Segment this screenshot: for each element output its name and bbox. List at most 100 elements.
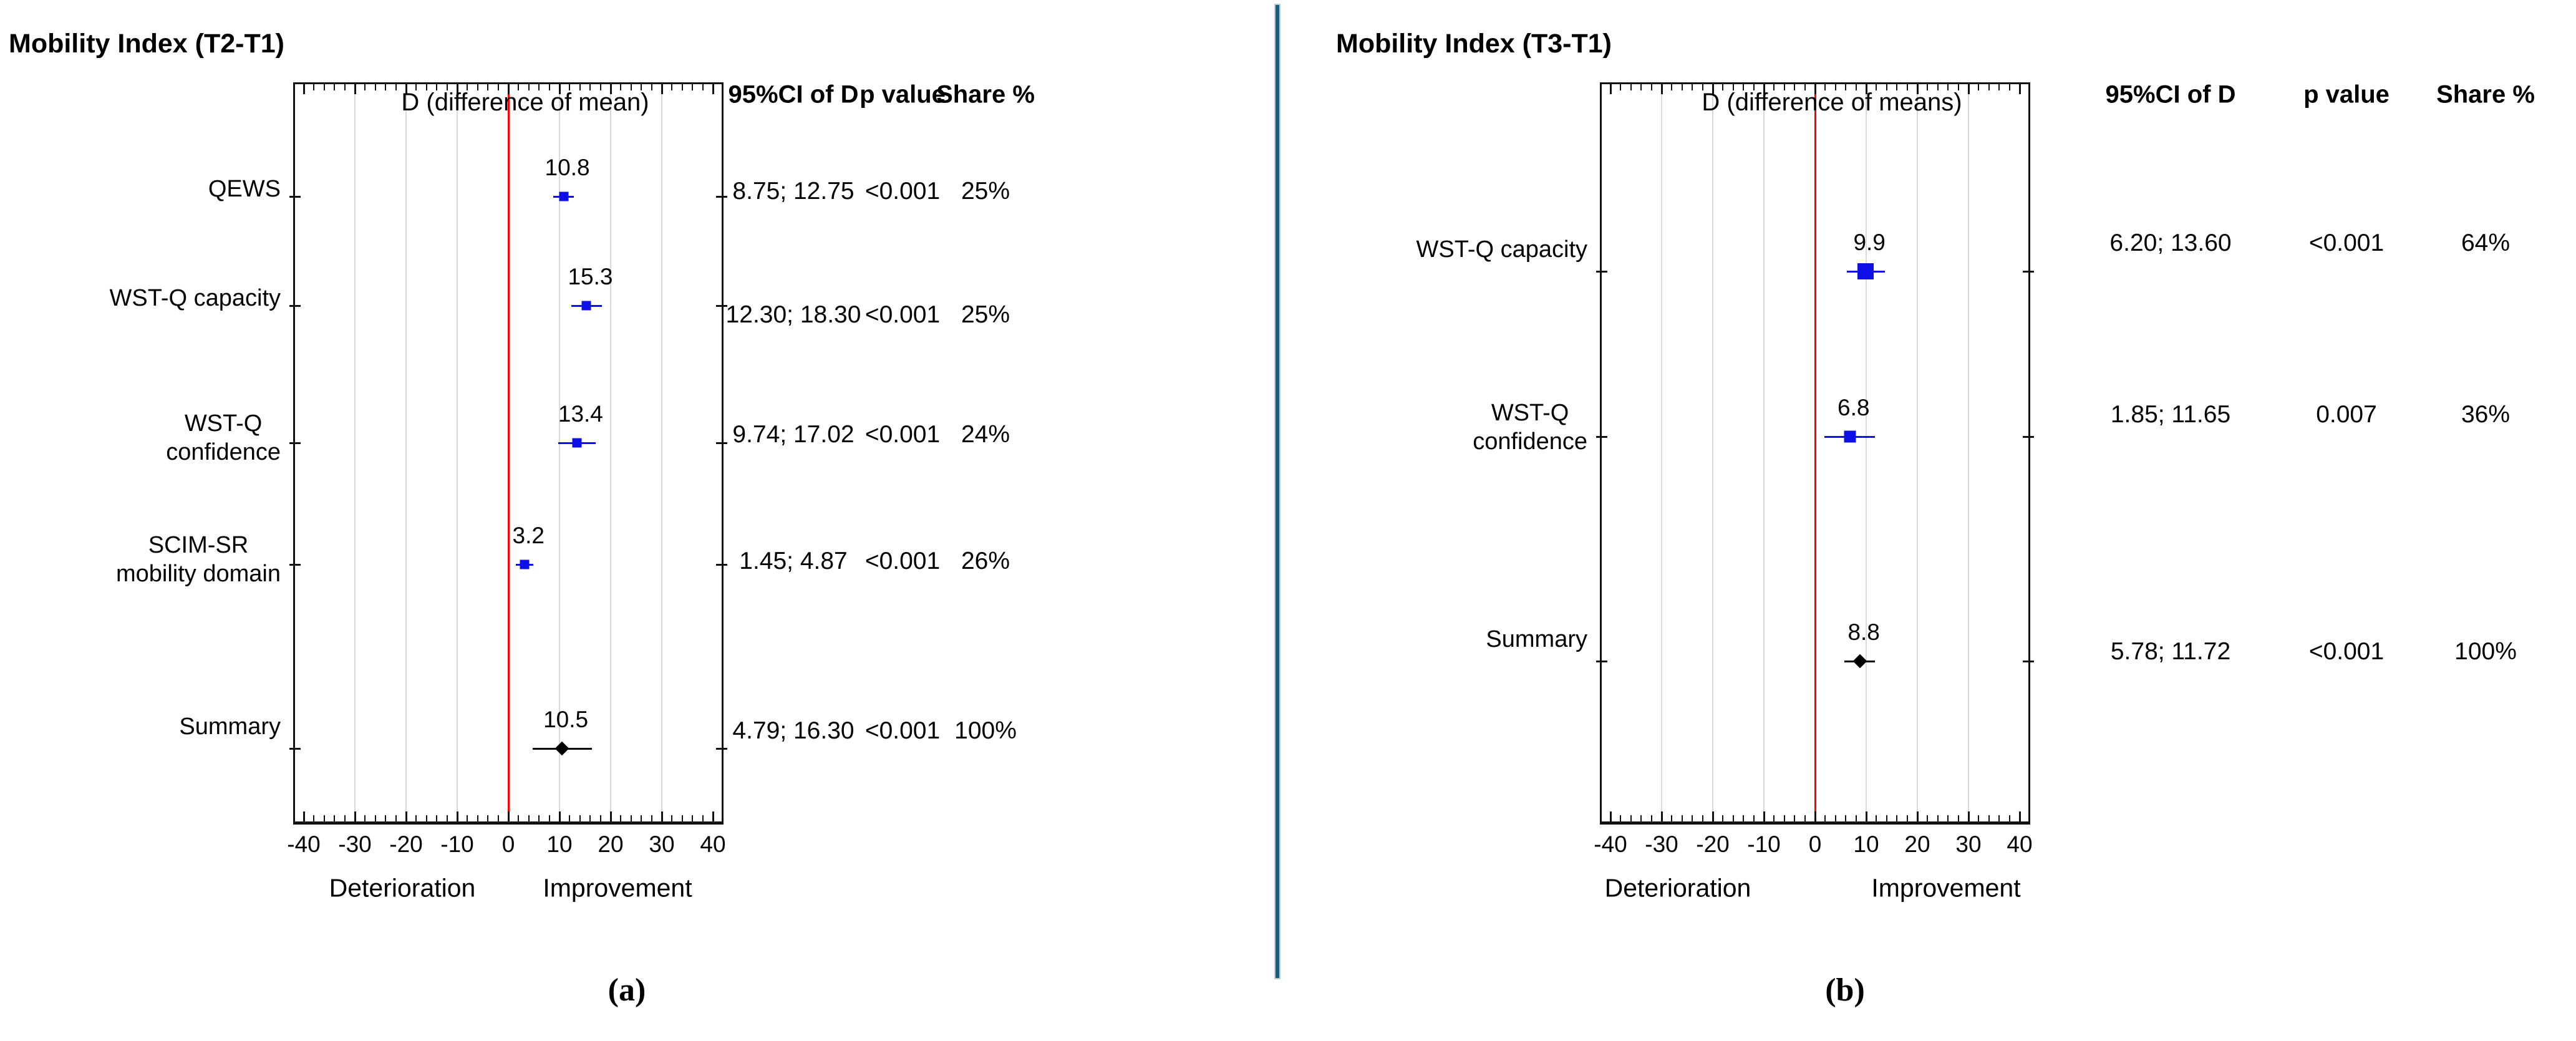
x-tick-bottom [507,811,510,821]
x-tick-bottom [1609,811,1612,821]
y-tick-left [289,747,301,750]
x-tick-label-a--30: -30 [338,831,372,857]
x-tick-top [661,84,663,94]
y-tick-left [289,195,301,198]
cell-share-b-0: 64% [2461,230,2511,256]
x-tick-bottom [1743,815,1745,821]
col-header-a-1: p value [859,80,946,109]
marker-a-1 [581,301,591,311]
x-tick-top [507,84,510,94]
x-tick-bottom [1855,815,1857,821]
marker-a-2 [572,438,582,448]
x-tick-label-b-0: 0 [1808,831,1822,857]
x-tick-top [599,84,601,90]
x-tick-label-a-30: 30 [649,831,675,857]
x-tick-top [589,84,591,90]
cell-p-a-4: <0.001 [864,717,941,744]
cell-ci-b-2: 5.78; 11.72 [2110,638,2231,665]
gridline-a-30 [661,84,662,821]
row-label-a-2: WST-Q confidence [166,410,281,465]
x-tick-bottom [1886,815,1887,821]
x-tick-top [395,84,397,90]
x-tick-top [1712,84,1714,94]
x-tick-top [1671,84,1673,90]
x-tick-bottom [354,811,356,821]
y-tick-left [1596,270,1607,273]
x-tick-bottom [497,815,499,821]
x-tick-top [1681,84,1683,90]
row-label-a-4: Summary [179,714,281,740]
y-tick-right [716,747,727,750]
x-tick-top [712,84,714,94]
cell-p-a-3: <0.001 [864,548,941,574]
x-tick-label-a-10: 10 [546,831,573,857]
x-tick-bottom [1783,815,1785,821]
x-tick-top [1865,84,1867,94]
x-tick-bottom [651,815,652,821]
x-tick-top [1609,84,1612,94]
row-label-a-1: WST-Q capacity [109,285,281,311]
y-tick-left [1596,660,1607,662]
panel-b-title: Mobility Index (T3-T1) [1336,29,1612,59]
col-header-a-2: Share % [936,80,1035,109]
gridline-a-20 [610,84,611,821]
x-tick-top [1773,84,1775,90]
x-tick-top [497,84,499,90]
marker-b-1 [1844,430,1856,443]
x-tick-bottom [1824,815,1826,821]
x-tick-bottom [1896,815,1898,821]
x-tick-label-b--40: -40 [1594,831,1627,857]
x-tick-bottom [599,815,601,821]
cell-share-a-3: 26% [961,548,1010,574]
x-tick-bottom [1988,815,1990,821]
marker-a-3 [520,559,530,569]
gridline-b--10 [1763,84,1765,821]
x-tick-bottom [1845,815,1847,821]
y-tick-right [716,304,727,307]
x-tick-bottom [477,815,478,821]
row-label-a-3: SCIM-SR mobility domain [116,532,281,587]
x-tick-top [425,84,427,90]
y-tick-right [716,563,727,566]
x-tick-top [487,84,489,90]
x-tick-top [528,84,530,90]
y-tick-right [716,195,727,198]
x-tick-top [1988,84,1990,90]
x-tick-bottom [405,811,407,821]
x-tick-top [1834,84,1836,90]
x-tick-label-b-10: 10 [1853,831,1879,857]
panel-b-caption: (b) [1825,972,1865,1008]
x-tick-top [1824,84,1826,90]
cell-p-a-2: <0.001 [864,421,941,448]
x-tick-bottom [681,815,683,821]
x-tick-top [385,84,387,90]
x-tick-top [2018,84,2021,94]
x-tick-label-a--40: -40 [287,831,321,857]
x-tick-bottom [589,815,591,821]
x-tick-label-b-30: 30 [1955,831,1982,857]
col-header-a-0: 95%CI of D [728,80,859,109]
cell-share-a-1: 25% [961,301,1010,328]
panel-a-title: Mobility Index (T2-T1) [9,29,284,59]
y-tick-left [1596,435,1607,438]
x-tick-bottom [1660,811,1663,821]
x-tick-top [1845,84,1847,90]
cell-ci-a-1: 12.30; 18.30 [725,301,861,328]
x-tick-bottom [579,815,581,821]
x-tick-top [1947,84,1949,90]
cell-share-a-0: 25% [961,178,1010,205]
plot-box-a [293,82,724,825]
reference-line-b [1814,84,1816,821]
x-tick-bottom [446,815,448,821]
cell-p-a-0: <0.001 [864,178,941,205]
row-label-b-1: WST-Q confidence [1473,400,1587,455]
x-tick-bottom [641,815,642,821]
value-label-a-2: 13.4 [558,401,603,427]
gridline-a-10 [559,84,560,821]
x-tick-bottom [385,815,387,821]
y-tick-left [289,442,301,444]
x-tick-top [1855,84,1857,90]
x-tick-top [1886,84,1887,90]
x-tick-bottom [425,815,427,821]
x-tick-bottom [558,811,561,821]
